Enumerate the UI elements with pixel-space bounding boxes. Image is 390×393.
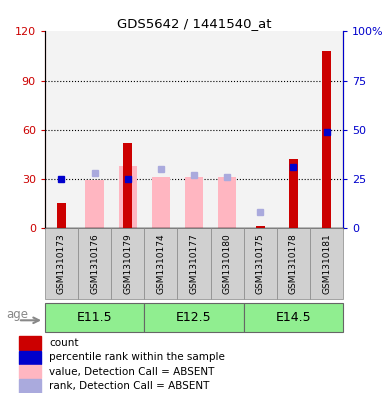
Bar — [19, 379, 41, 393]
Bar — [289, 159, 298, 228]
Bar — [177, 31, 211, 228]
Bar — [244, 228, 277, 299]
Text: GSM1310174: GSM1310174 — [156, 233, 165, 294]
Text: GSM1310180: GSM1310180 — [223, 233, 232, 294]
Bar — [144, 228, 177, 299]
Text: GSM1310178: GSM1310178 — [289, 233, 298, 294]
Bar — [123, 143, 132, 228]
Bar — [211, 228, 244, 299]
Bar — [277, 31, 310, 228]
Text: GSM1310179: GSM1310179 — [123, 233, 132, 294]
Text: E14.5: E14.5 — [276, 311, 311, 324]
Text: count: count — [49, 338, 78, 348]
Bar — [185, 177, 203, 228]
Bar — [310, 31, 343, 228]
Text: age: age — [7, 308, 29, 321]
Bar — [322, 51, 331, 228]
Bar — [211, 31, 244, 228]
Text: GSM1310176: GSM1310176 — [90, 233, 99, 294]
Bar — [144, 303, 244, 332]
Text: rank, Detection Call = ABSENT: rank, Detection Call = ABSENT — [49, 381, 209, 391]
Bar — [45, 228, 78, 299]
Text: E11.5: E11.5 — [77, 311, 112, 324]
Bar — [152, 177, 170, 228]
Bar — [19, 336, 41, 350]
Bar — [57, 204, 66, 228]
Bar — [19, 365, 41, 378]
Bar — [19, 351, 41, 364]
Bar — [218, 177, 236, 228]
Bar — [244, 303, 343, 332]
Bar — [78, 228, 111, 299]
Bar — [310, 228, 343, 299]
Bar — [111, 228, 144, 299]
Text: E12.5: E12.5 — [176, 311, 212, 324]
Bar — [177, 228, 211, 299]
Bar — [277, 228, 310, 299]
Text: GSM1310173: GSM1310173 — [57, 233, 66, 294]
Bar — [45, 31, 78, 228]
Text: GSM1310181: GSM1310181 — [322, 233, 331, 294]
Bar — [45, 303, 144, 332]
Bar — [85, 180, 104, 228]
Text: percentile rank within the sample: percentile rank within the sample — [49, 353, 225, 362]
Title: GDS5642 / 1441540_at: GDS5642 / 1441540_at — [117, 17, 271, 30]
Text: value, Detection Call = ABSENT: value, Detection Call = ABSENT — [49, 367, 214, 376]
Bar — [256, 226, 265, 228]
Text: GSM1310175: GSM1310175 — [256, 233, 265, 294]
Text: GSM1310177: GSM1310177 — [190, 233, 199, 294]
Bar — [111, 31, 144, 228]
Bar — [244, 31, 277, 228]
Bar — [78, 31, 111, 228]
Bar — [144, 31, 177, 228]
Bar — [119, 166, 137, 228]
